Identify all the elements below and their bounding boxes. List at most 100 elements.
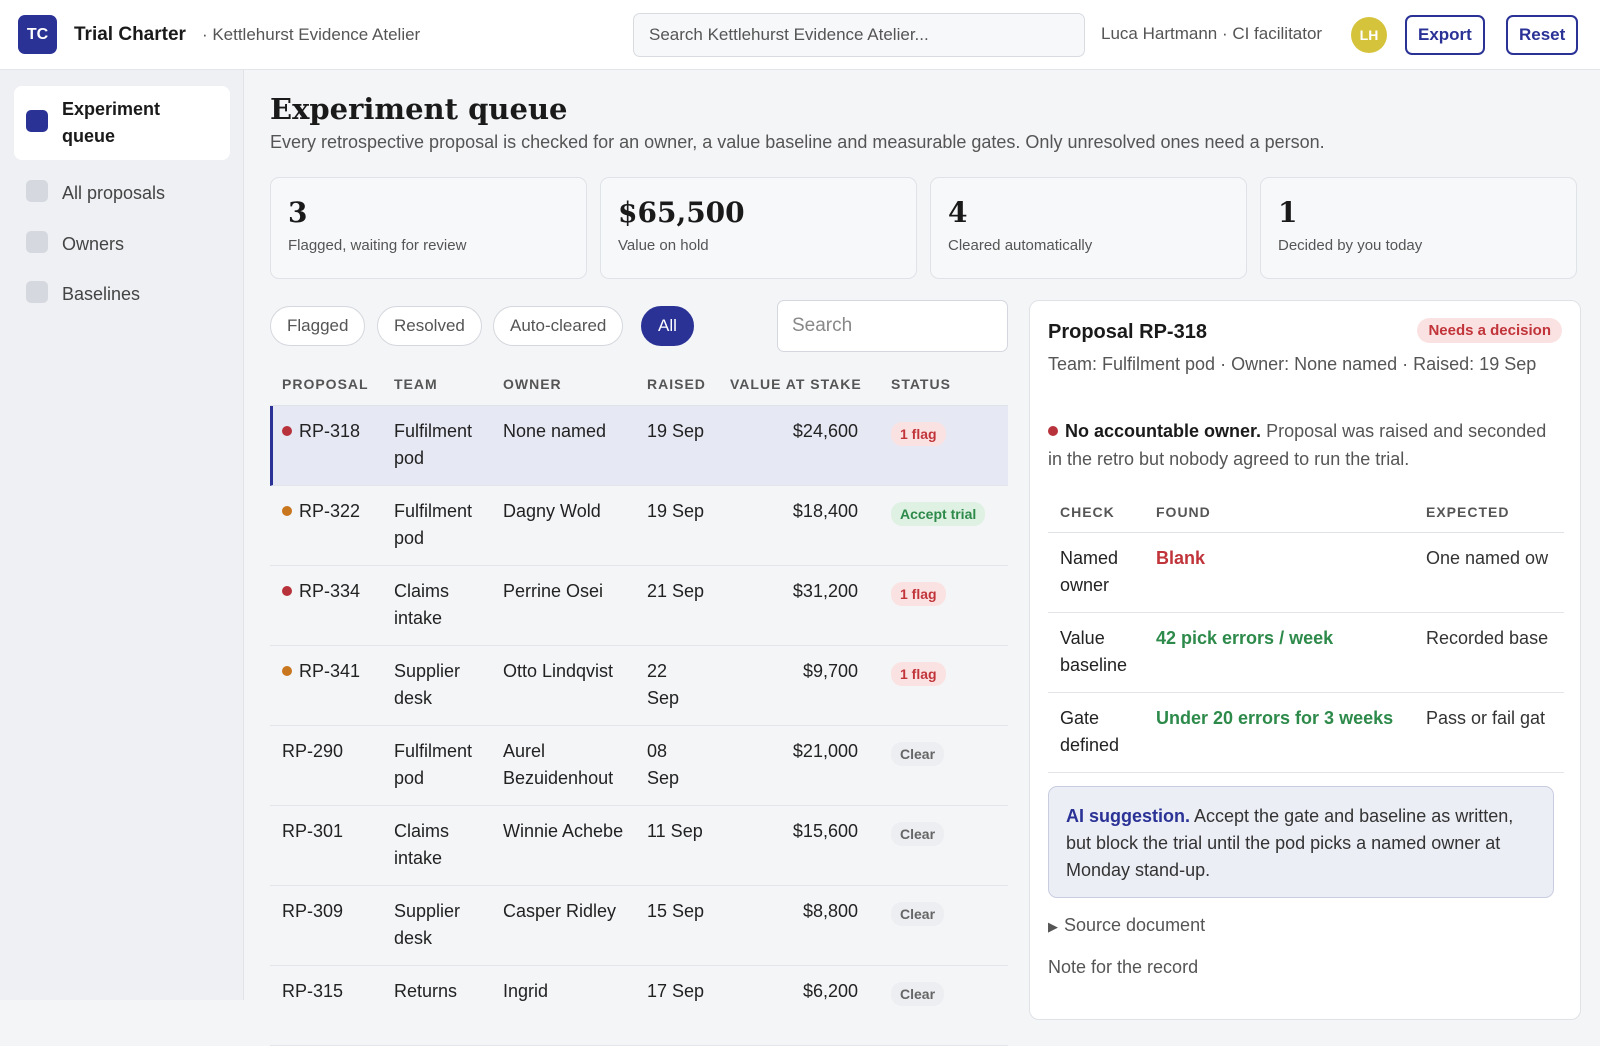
check-row: Value baseline 42 pick errors / week Recor… [1048, 613, 1564, 693]
proposal-id-cell: RP-290 [282, 738, 343, 765]
status-badge: Clear [891, 822, 945, 846]
col-status[interactable]: STATUS [891, 375, 951, 392]
status-cell: Clear [891, 900, 945, 927]
queue-icon [26, 110, 48, 132]
user-name: Luca Hartmann · CI facilitator [1101, 24, 1323, 43]
table-row[interactable]: RP-318 Fulfilment pod None named 19 Sep $24,… [270, 406, 1008, 486]
status-badge: Clear [891, 982, 945, 1006]
check-expected: One named ow [1426, 548, 1549, 568]
stat-value: 3 [288, 196, 308, 229]
status-cell: Clear [891, 820, 945, 847]
owner-cell: Casper Ridley [503, 901, 617, 921]
sidebar: Experiment queue All proposals Owners Ba… [0, 70, 244, 1000]
check-name: Gate defined [1060, 708, 1120, 755]
sidebar-item-experiment-queue[interactable]: Experiment queue [14, 86, 230, 160]
source-document-toggle[interactable]: ▶ Source document [1048, 915, 1205, 936]
table-row[interactable]: RP-334 Claims intake Perrine Osei 21 Sep $31… [270, 566, 1008, 646]
check-expected: Pass or fail gat [1426, 708, 1546, 728]
filter-resolved[interactable]: Resolved [377, 306, 482, 346]
owners-icon [26, 231, 48, 253]
col-team[interactable]: TEAM [394, 375, 438, 392]
col-proposal[interactable]: PROPOSAL [282, 375, 369, 392]
page-subtitle: Every retrospective proposal is checked … [270, 132, 1325, 152]
check-expected: Recorded base [1426, 628, 1549, 648]
sidebar-item-owners[interactable]: Owners [14, 225, 230, 265]
status-badge: Clear [891, 742, 945, 766]
global-search-input[interactable] [633, 13, 1085, 57]
status-cell: Clear [891, 740, 945, 767]
proposal-id: RP-322 [299, 501, 361, 521]
app-title: Trial Charter [74, 23, 186, 45]
proposal-id-cell: RP-322 [282, 498, 360, 525]
proposal-id-cell: RP-334 [282, 578, 360, 605]
sidebar-item-baselines[interactable]: Baselines [14, 275, 230, 315]
value-cell: $6,200 [802, 981, 858, 1001]
stat-label: Value on hold [618, 237, 709, 254]
status-cell: 1 flag [891, 580, 946, 607]
proposal-id-cell: RP-341 [282, 658, 360, 685]
raised-cell: 11 Sep [647, 821, 703, 841]
table-row[interactable]: RP-301 Claims intake Winnie Achebe 11 Sep $1… [270, 806, 1008, 886]
table-row[interactable]: RP-290 Fulfilment pod Aurel Bezuidenhout 08… [270, 726, 1008, 806]
col-value[interactable]: VALUE AT STAKE [730, 375, 862, 392]
avatar[interactable]: LH [1351, 17, 1387, 53]
filter-flagged[interactable]: Flagged [270, 306, 366, 346]
owner-cell: Winnie Achebe [503, 821, 624, 841]
check-found: 42 pick errors / week [1156, 628, 1334, 648]
reset-button[interactable]: Reset [1506, 15, 1579, 55]
team-cell: Fulfilment pod [394, 421, 473, 468]
raised-cell: 08 Sep [647, 741, 680, 788]
filter-all[interactable]: All [641, 306, 694, 346]
table-row[interactable]: RP-322 Fulfilment pod Dagny Wold 19 Sep $18,… [270, 486, 1008, 566]
ai-label: AI suggestion. [1066, 806, 1191, 826]
main-content: Experiment queue Every retrospective pro… [244, 70, 1600, 1046]
team-cell: Returns [394, 981, 458, 1001]
table-row[interactable]: RP-315 Returns Ingrid 17 Sep $6,200 Clear [270, 966, 1008, 1046]
table-row[interactable]: RP-341 Supplier desk Otto Lindqvist 22 Sep $… [270, 646, 1008, 726]
col-check: CHECK [1060, 504, 1115, 520]
status-badge: 1 flag [891, 422, 946, 446]
table-row[interactable]: RP-309 Supplier desk Casper Ridley 15 Sep $8… [270, 886, 1008, 966]
col-raised[interactable]: RAISED [647, 375, 706, 392]
status-badge: 1 flag [891, 582, 946, 606]
raised-cell: 21 Sep [647, 581, 705, 601]
status-dot-icon [282, 586, 292, 596]
owner-cell: Dagny Wold [503, 501, 601, 521]
status-cell: 1 flag [891, 420, 946, 447]
source-label: Source document [1064, 915, 1206, 935]
team-cell: Claims intake [394, 821, 450, 868]
team-cell: Claims intake [394, 581, 450, 628]
table-search-input[interactable] [777, 300, 1008, 352]
issue-title: No accountable owner. [1065, 421, 1262, 441]
export-button[interactable]: Export [1405, 15, 1485, 55]
proposal-id: RP-318 [299, 421, 361, 441]
raised-cell: 19 Sep [647, 421, 705, 441]
owner-cell: Ingrid [503, 981, 549, 1001]
sidebar-item-label: Baselines [62, 284, 141, 304]
status-cell: Clear [891, 980, 945, 1007]
status-cell: 1 flag [891, 660, 946, 687]
status-dot-icon [282, 666, 292, 676]
stat-value: 1 [1278, 196, 1298, 229]
note-label: Note for the record [1048, 957, 1199, 977]
status-badge: Accept trial [891, 502, 986, 526]
col-owner[interactable]: OWNER [503, 375, 562, 392]
filter-auto-cleared[interactable]: Auto-cleared [493, 306, 624, 346]
sidebar-item-label: Owners [62, 234, 125, 254]
ai-text: Accept the gate and baseline as written,… [1066, 806, 1514, 880]
owner-cell: Aurel Bezuidenhout [503, 741, 614, 788]
sidebar-item-all-proposals[interactable]: All proposals [14, 174, 230, 214]
proposal-id-cell: RP-315 [282, 978, 343, 1005]
value-cell: $8,800 [802, 901, 858, 921]
baselines-icon [26, 281, 48, 303]
stat-label: Cleared automatically [948, 237, 1093, 254]
team-cell: Supplier desk [394, 901, 461, 948]
check-table-body: Named owner Blank One named ow Value baseli… [1048, 533, 1564, 773]
stat-label: Flagged, waiting for review [288, 237, 467, 254]
value-cell: $9,700 [802, 661, 858, 681]
proposal-table: PROPOSAL TEAM OWNER RAISED VALUE AT STAK… [270, 362, 1008, 1046]
stat-card-value-on-hold: $65,500 Value on hold [600, 177, 917, 279]
check-row: Gate defined Under 20 errors for 3 weeks P… [1048, 693, 1564, 773]
col-expected: EXPECTED [1426, 504, 1510, 520]
stat-card-decided: 1 Decided by you today [1260, 177, 1577, 279]
